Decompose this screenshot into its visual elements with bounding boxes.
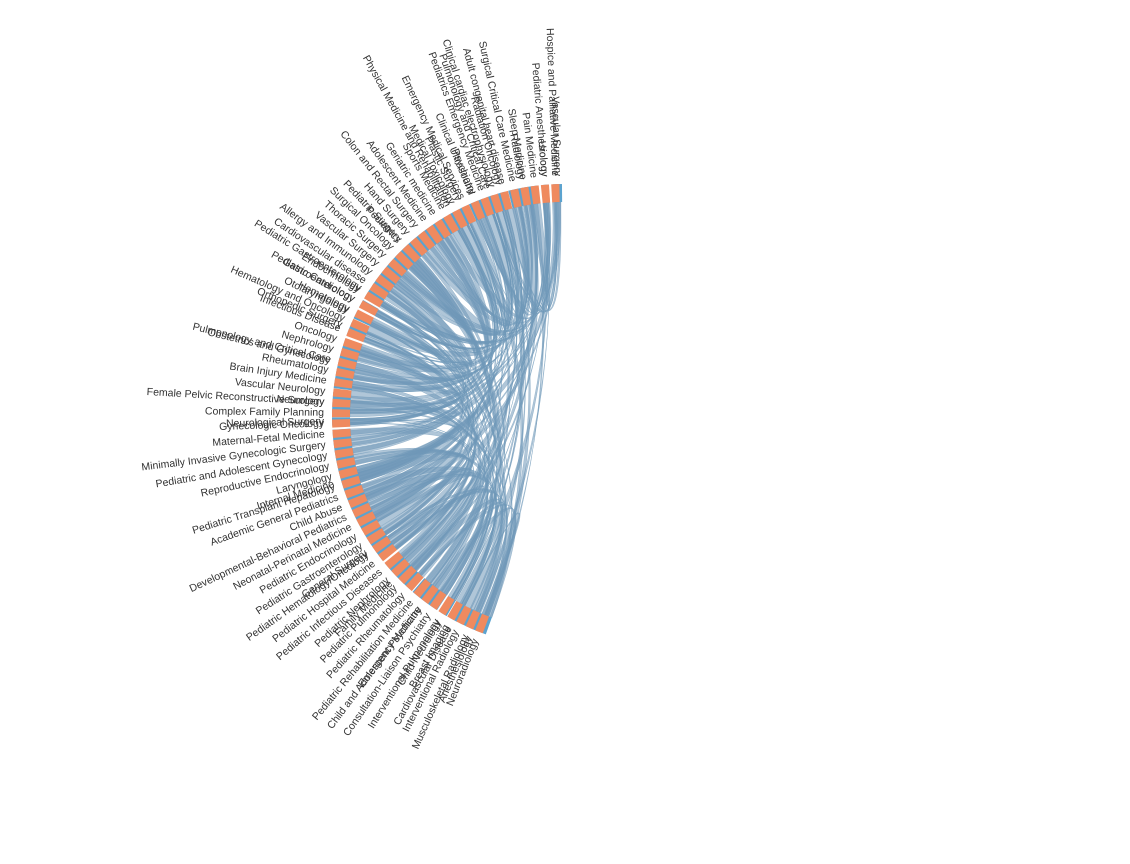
ribbon-internal-medicine-9 (349, 419, 460, 472)
arc-pediatric-anesthesiology[interactable] (540, 184, 551, 204)
arc-academic-general-pediatrics[interactable] (344, 484, 364, 499)
arc-sleep-medicine[interactable] (520, 186, 532, 206)
arc-medical-toxicology[interactable] (452, 208, 468, 229)
arc-pain-medicine[interactable] (530, 185, 541, 205)
ribbon-emergency-medicine-1 (438, 224, 511, 593)
arc-vascular-surgery[interactable] (381, 266, 401, 284)
arc-cardiovascular-disease[interactable] (369, 282, 389, 300)
arc-hospice-and-palliative-medicine[interactable] (551, 184, 560, 203)
arc-pediatric-hospital-medicine[interactable] (378, 543, 398, 562)
arc-pediatric-hematology-oncology[interactable] (372, 536, 392, 553)
arc-geriatric-medicine[interactable] (434, 219, 451, 239)
arc-interventional-radiology[interactable] (456, 605, 472, 626)
arc-laryngology[interactable] (338, 466, 358, 479)
arc-minimally-invasive-gynecologic-surgery[interactable] (333, 438, 353, 449)
arc-pediatric-endocrinology[interactable] (361, 519, 381, 536)
arc-clinical-cardiac-electrophysiology[interactable] (490, 193, 504, 214)
ribbon-emergency-medicine-2 (382, 301, 490, 589)
ribbon-internal-medicine-6 (360, 222, 501, 489)
arc-consultation-liaison-psychiatry[interactable] (429, 590, 447, 610)
arc-oncology[interactable] (342, 337, 363, 352)
arc-pediatric-and-adolescent-gynecology[interactable] (334, 447, 354, 459)
ribbon-general-surgery-4 (380, 219, 506, 531)
arc-pediatrics-emergency-medicine[interactable] (480, 196, 495, 217)
arc-neuroradiology[interactable] (475, 613, 490, 634)
arc-brain-injury-medicine[interactable] (333, 378, 353, 389)
arc-maternal-fetal-medicine[interactable] (332, 428, 351, 438)
arc-developmental-behavioral-pediatrics[interactable] (351, 502, 372, 518)
ribbon-radiology-4 (486, 203, 545, 617)
arc-nephrology[interactable] (339, 347, 360, 361)
arc-infectious-disease[interactable] (346, 328, 366, 343)
arc-musculoskeletal-radiology[interactable] (465, 609, 481, 630)
arc-pediatric-pulmonology[interactable] (398, 565, 417, 585)
arc-pediatric-rheumatology[interactable] (405, 572, 424, 592)
arc-female-pelvic-reconstructive-surgery[interactable] (332, 398, 351, 408)
arc-pediatric-transplant-hepatology[interactable] (341, 475, 361, 489)
ribbon-family-medicine-1 (413, 202, 548, 572)
arc-breast-imaging[interactable] (447, 600, 463, 621)
ribbon-internal-medicine-4 (365, 201, 556, 501)
arc-adolescent-medicine[interactable] (426, 224, 443, 244)
ribbon-child-neurology-0 (386, 289, 497, 601)
label-vascular-surgery: Vascular Surgery (549, 96, 563, 177)
ribbon-emergency-medicine-0 (443, 210, 524, 596)
arc-pulmonology-and-critical-care[interactable] (337, 357, 357, 370)
arc-rheumatology[interactable] (335, 367, 355, 380)
label-hospice-and-palliative-medicine: Hospice and Palliative Medicine (544, 28, 562, 177)
arc-pediatric-nephrology[interactable] (391, 558, 410, 577)
ribbon-pediatric-cardiology-0 (374, 213, 513, 350)
arc-sports-medicine[interactable] (443, 213, 460, 234)
arc-hand-surgery[interactable] (409, 237, 428, 256)
ribbon-obstetrics-and-gynecology-2 (353, 204, 533, 385)
arc-child-and-adolescent-psychiatry[interactable] (421, 584, 439, 604)
arc-gynecologic-oncology[interactable] (332, 419, 351, 428)
arc-complex-family-planning[interactable] (332, 409, 351, 418)
arc-child-abuse[interactable] (347, 493, 368, 509)
ribbon-pediatrics-10 (425, 202, 551, 324)
arc-endocrinology[interactable] (364, 291, 384, 308)
label-neurological-surgery: Neurological Surgery (226, 415, 325, 429)
label-neurology: Neurology (276, 393, 325, 408)
arc-neonatal-perinatal-medicine[interactable] (356, 511, 376, 527)
arc-clinical-ultrasound[interactable] (470, 200, 486, 220)
label-urology: Urology (536, 140, 551, 178)
ribbon-family-medicine-4 (375, 313, 478, 558)
arc-interventional-pulmonology[interactable] (438, 595, 455, 616)
arc-hematology-and-oncology[interactable] (350, 318, 370, 334)
arc-gastroenterology[interactable] (358, 300, 379, 316)
label-gynecologic-oncology: Gynecologic Oncology (219, 418, 325, 433)
arc-allergy-and-immunology[interactable] (375, 274, 395, 292)
arc-thoracic-surgery[interactable] (388, 258, 407, 277)
arc-pediatric-gastroenterology[interactable] (366, 528, 386, 545)
arc-vascular-neurology[interactable] (332, 388, 352, 399)
label-complex-family-planning: Complex Family Planning (205, 405, 324, 418)
arc-colon-and-rectal-surgery[interactable] (417, 230, 436, 250)
arc-emergency-medical-services[interactable] (461, 204, 477, 225)
arc-pediatric-surgery[interactable] (402, 244, 421, 263)
arc-pediatric-rehabilitation-medicine[interactable] (413, 578, 431, 598)
ribbon-internal-medicine-14 (350, 229, 494, 442)
arc-pediatric-infectious-diseases[interactable] (384, 551, 404, 570)
arc-adult-congenital-heart-disease[interactable] (500, 190, 513, 211)
arc-surgical-oncology[interactable] (395, 251, 414, 270)
arc-layer (332, 184, 563, 635)
arc-reproductive-endocrinology[interactable] (336, 457, 356, 469)
arc-hematology[interactable] (354, 309, 374, 325)
arc-surgical-critical-care-medicine[interactable] (510, 188, 522, 208)
